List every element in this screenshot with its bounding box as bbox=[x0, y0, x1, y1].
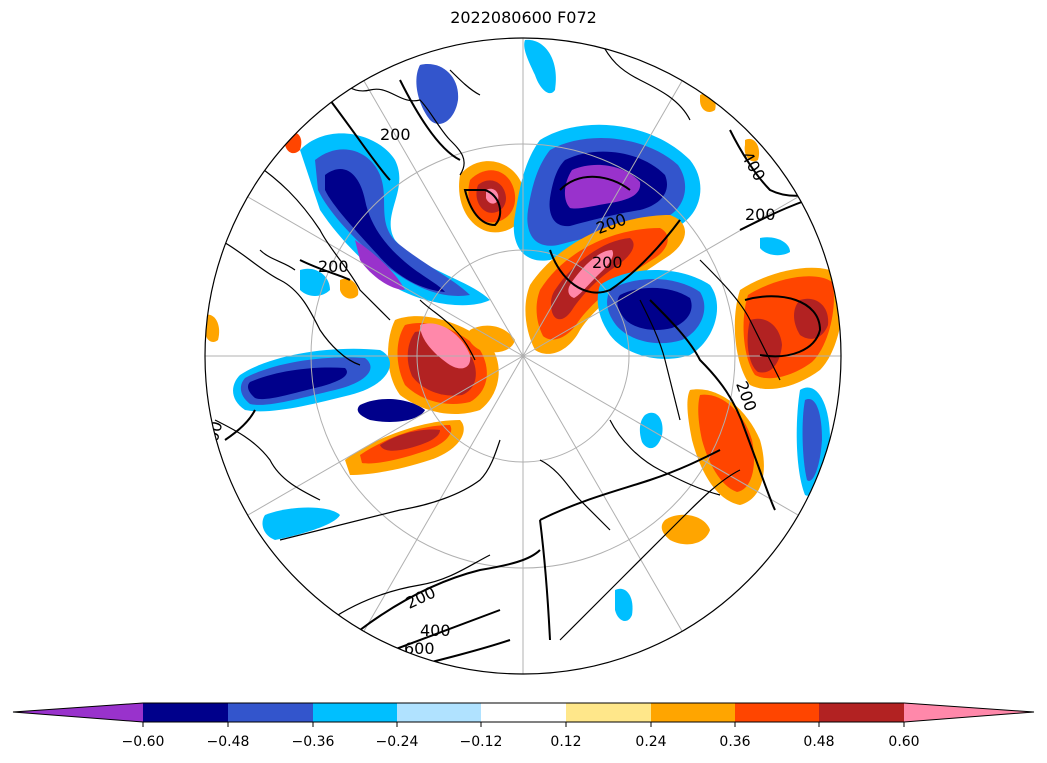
colorbar-segment bbox=[397, 703, 481, 722]
colorbar-tick-label: −0.12 bbox=[460, 734, 503, 750]
polar-map: 200 200 200 200 400 200 200 200 400 600 … bbox=[204, 37, 842, 675]
colorbar-tick-label: −0.48 bbox=[207, 734, 250, 750]
colorbar-segment bbox=[481, 703, 566, 722]
contour-label: 200 bbox=[745, 205, 776, 224]
colorbar-tick-label: 0.60 bbox=[888, 734, 919, 750]
colorbar-segment bbox=[143, 703, 228, 722]
contour-label: 200 bbox=[380, 125, 411, 144]
colorbar-segment bbox=[651, 703, 735, 722]
colorbar-tick-label: −0.60 bbox=[122, 734, 165, 750]
colorbar-extend-max bbox=[904, 703, 1034, 722]
colorbar-segment bbox=[228, 703, 313, 722]
colorbar-segment bbox=[313, 703, 397, 722]
map-boundary bbox=[204, 37, 842, 675]
contour-label: 200 bbox=[318, 257, 349, 276]
colorbar-tick-label: −0.36 bbox=[292, 734, 335, 750]
colorbar-tick-label: −0.24 bbox=[376, 734, 419, 750]
coastlines bbox=[214, 39, 781, 641]
map-title: 2022080600 F072 bbox=[450, 8, 597, 27]
colorbar-tick-label: 0.48 bbox=[803, 734, 834, 750]
graticule bbox=[205, 38, 841, 674]
colorbar-extend-min bbox=[13, 703, 143, 722]
colorbar-segment bbox=[566, 703, 651, 722]
colorbar-tick-label: 0.12 bbox=[550, 734, 581, 750]
colorbar: −0.60 −0.48 −0.36 −0.24 −0.12 0.12 0.24 … bbox=[12, 702, 1035, 750]
contour-label: 600 bbox=[404, 639, 435, 658]
contour-label: 200 bbox=[592, 253, 623, 272]
colorbar-tick-label: 0.36 bbox=[719, 734, 750, 750]
colorbar-segment bbox=[735, 703, 819, 722]
colorbar-tick-label: 0.24 bbox=[635, 734, 666, 750]
anomaly-shading bbox=[205, 39, 841, 622]
colorbar-segment bbox=[819, 703, 904, 722]
contour-label: 400 bbox=[420, 621, 451, 640]
